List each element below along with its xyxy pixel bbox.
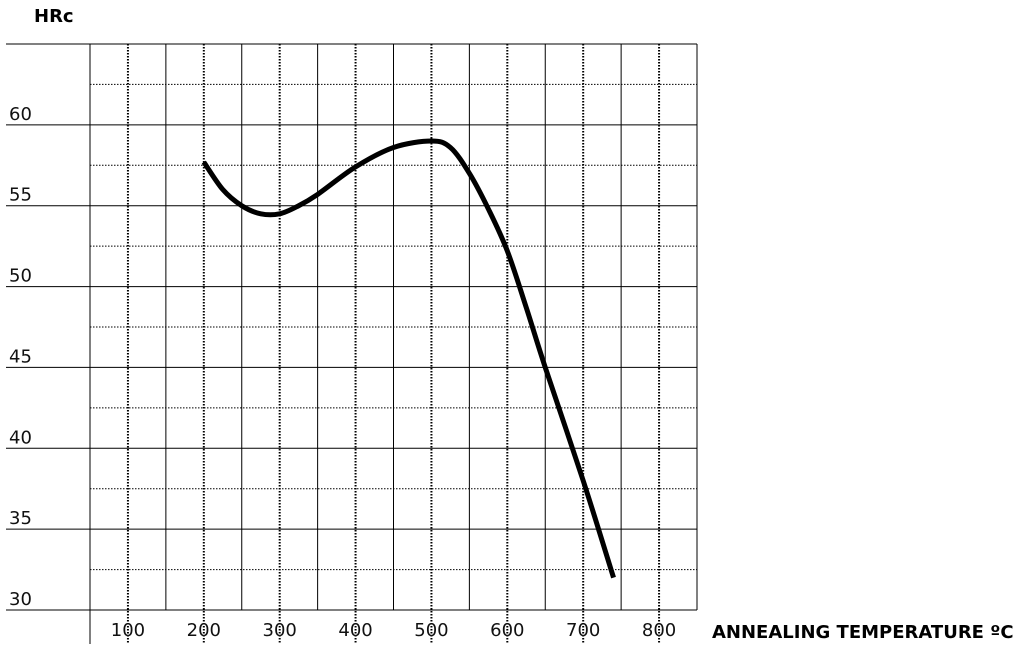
x-tick-label: 300 — [263, 620, 297, 641]
x-tick-label: 100 — [111, 620, 145, 641]
x-tick-label: 800 — [642, 620, 676, 641]
y-tick-labels: 30 35 40 45 50 55 60 — [9, 104, 32, 610]
y-tick-label: 55 — [9, 185, 32, 206]
y-axis-title: HRc — [34, 6, 74, 27]
hardness-curve — [201, 138, 616, 579]
y-tick-label: 35 — [9, 508, 32, 529]
y-tick-label: 40 — [9, 427, 32, 448]
series-group — [201, 138, 616, 579]
x-tick-labels: 100 200 300 400 500 600 700 800 — [111, 620, 676, 641]
x-tick-label: 200 — [187, 620, 221, 641]
y-tick-label: 45 — [9, 346, 32, 367]
y-tick-label: 30 — [9, 589, 32, 610]
grid — [6, 43, 698, 644]
x-tick-label: 700 — [566, 620, 600, 641]
x-tick-label: 400 — [338, 620, 372, 641]
x-tick-label: 600 — [490, 620, 524, 641]
x-tick-label: 500 — [414, 620, 448, 641]
x-axis-title: ANNEALING TEMPERATURE ºC — [712, 622, 1014, 643]
y-tick-label: 50 — [9, 266, 32, 287]
y-tick-label: 60 — [9, 104, 32, 125]
